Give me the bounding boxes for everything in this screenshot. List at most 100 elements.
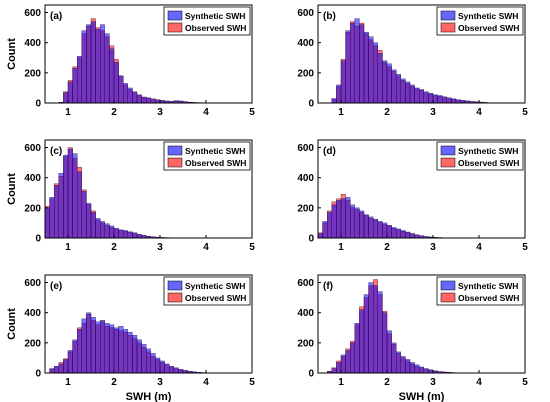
- legend: Synthetic SWH Observed SWH: [163, 6, 251, 36]
- x-tick-label: 1: [65, 377, 71, 388]
- x-tick-label: 5: [522, 242, 528, 253]
- histogram-bar: [132, 232, 138, 239]
- y-tick-label: 0: [35, 234, 41, 245]
- histogram-bar: [368, 36, 374, 104]
- legend-swatch: [440, 145, 456, 156]
- legend-label: Synthetic SWH: [185, 11, 245, 21]
- histogram-bar: [373, 42, 379, 104]
- legend: Synthetic SWH Observed SWH: [436, 276, 524, 306]
- y-tick-label: 400: [297, 173, 314, 184]
- y-tick-label: 400: [297, 308, 314, 319]
- legend-label: Synthetic SWH: [458, 281, 518, 291]
- axes-box: [44, 4, 253, 104]
- histogram-bar: [414, 87, 420, 104]
- legend-label: Observed SWH: [185, 23, 246, 33]
- histogram-bar: [419, 89, 425, 104]
- x-tick-label: 1: [338, 242, 344, 253]
- histogram-bar: [382, 222, 388, 239]
- histogram-bar: [377, 221, 383, 239]
- histogram-bar: [122, 83, 128, 104]
- histogram-bar: [336, 84, 342, 104]
- y-tick-label: 200: [24, 338, 41, 349]
- histogram-bar: [386, 63, 392, 104]
- y-axis-label: Count: [6, 173, 18, 205]
- histogram-bar: [409, 233, 415, 239]
- histogram-bar: [391, 227, 397, 239]
- legend-swatch: [167, 157, 183, 168]
- histogram-bar: [67, 350, 73, 374]
- histogram-bar: [141, 344, 147, 374]
- legend-swatch: [167, 280, 183, 291]
- panel-f: 1 2 3 4 5 0 200 400 600 (f) SWH (m) Synthetic SWH Ob…: [297, 274, 528, 402]
- histogram-bar: [382, 312, 388, 374]
- panel-d: 1 2 3 4 5 0 200 400 600 (d) Synthetic SWH Observed …: [297, 139, 528, 253]
- histogram-bar: [150, 353, 156, 374]
- y-tick-label: 200: [297, 203, 314, 214]
- y-tick-label: 600: [297, 143, 314, 154]
- x-tick-label: 2: [111, 242, 117, 253]
- histogram-bar: [373, 218, 379, 239]
- x-tick-label: 1: [65, 107, 71, 118]
- histogram-bar: [81, 318, 87, 374]
- legend-swatch: [440, 157, 456, 168]
- histogram-bar: [95, 218, 101, 239]
- histogram-bar: [331, 98, 337, 104]
- legend-swatch: [440, 280, 456, 291]
- histogram-bar: [178, 369, 184, 374]
- histogram-bar: [363, 31, 369, 104]
- histogram-bar: [127, 332, 133, 374]
- histogram-bar: [54, 366, 60, 374]
- histogram-bar: [49, 368, 55, 374]
- histogram-bar: [104, 33, 110, 104]
- histogram-bar: [44, 207, 50, 239]
- series-synthetic: [49, 312, 207, 374]
- x-tick-label: 2: [384, 107, 390, 118]
- histogram-bar: [377, 291, 383, 374]
- histogram-bar: [396, 228, 402, 239]
- histogram-bar: [350, 342, 356, 374]
- x-tick-label: 2: [384, 242, 390, 253]
- histogram-bar: [409, 362, 415, 374]
- histogram-bar: [141, 96, 147, 104]
- legend-swatch: [440, 22, 456, 33]
- x-tick-label: 1: [338, 107, 344, 118]
- histogram-bar: [113, 62, 119, 104]
- panel-label: (d): [323, 146, 336, 157]
- histogram-bar: [363, 214, 369, 239]
- legend-swatch: [167, 145, 183, 156]
- histogram-bar: [90, 317, 96, 374]
- x-tick-label: 5: [249, 377, 255, 388]
- histogram-bar: [368, 282, 374, 374]
- histogram-bar: [122, 329, 128, 374]
- histogram-bar: [86, 24, 92, 104]
- histogram-bar: [350, 204, 356, 239]
- y-tick-label: 200: [297, 338, 314, 349]
- y-tick-label: 600: [297, 278, 314, 289]
- histogram-bar: [136, 94, 142, 104]
- legend: Synthetic SWH Observed SWH: [436, 6, 524, 36]
- histogram-bar: [72, 68, 78, 104]
- x-tick-label: 1: [65, 242, 71, 253]
- x-tick-label: 2: [111, 377, 117, 388]
- y-tick-label: 200: [24, 203, 41, 214]
- x-tick-label: 5: [249, 107, 255, 118]
- histogram-bar: [409, 84, 415, 104]
- histogram-bar: [340, 198, 346, 239]
- histogram-bar: [109, 48, 115, 104]
- histogram-bar: [76, 329, 82, 374]
- histogram-bar: [391, 69, 397, 104]
- y-tick-label: 0: [308, 369, 314, 380]
- histogram-bar: [377, 53, 383, 104]
- histogram-bar: [419, 366, 425, 374]
- histogram-bar: [54, 185, 60, 239]
- y-tick-label: 400: [24, 173, 41, 184]
- histogram-bar: [373, 285, 379, 374]
- histogram-bar: [76, 56, 82, 104]
- histogram-bar: [173, 367, 179, 374]
- x-tick-label: 3: [430, 107, 436, 118]
- histogram-bar: [345, 197, 351, 239]
- x-tick-label: 5: [249, 242, 255, 253]
- x-tick-label: 3: [430, 242, 436, 253]
- y-tick-label: 600: [24, 8, 41, 19]
- x-tick-label: 3: [157, 242, 163, 253]
